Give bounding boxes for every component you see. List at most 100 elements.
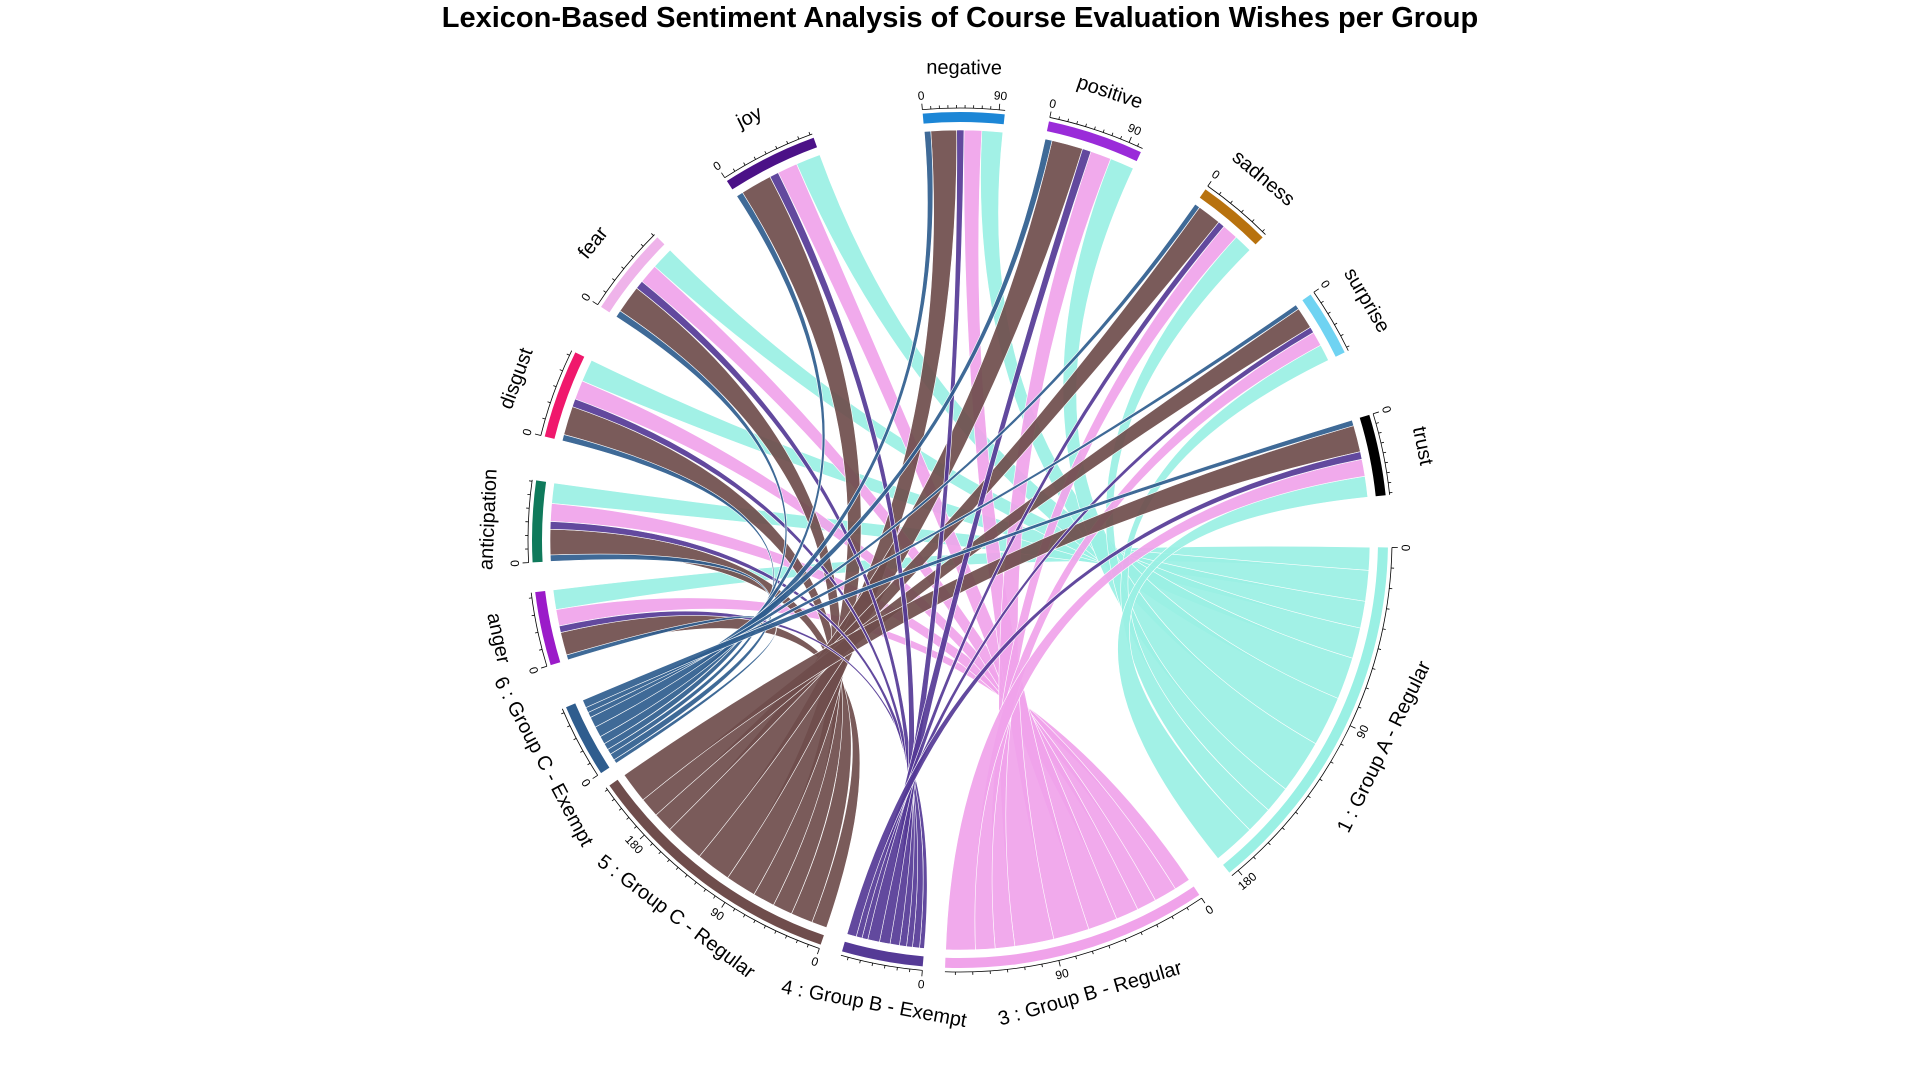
group-axis-tick: [847, 957, 849, 961]
group-axis-tick: [1382, 628, 1386, 630]
sentiment-axis-tick: [1375, 422, 1379, 424]
sentiment-axis-line: [1207, 185, 1266, 235]
sentiment-axis-tick: [1120, 135, 1122, 140]
group-axis-tick: [1075, 956, 1077, 960]
group-axis-tick: [703, 888, 706, 892]
sentiment-label: fear: [574, 222, 613, 263]
group-axis-line: [1231, 547, 1393, 877]
sentiment-tick-label: 0: [507, 560, 521, 568]
sentiment-tick-label: 0: [1318, 277, 1333, 291]
sentiment-label: sadness: [1228, 146, 1299, 211]
sentiment-tick-label: 0: [520, 427, 535, 437]
group-axis-line: [605, 787, 820, 949]
sentiment-axis-tick: [1102, 129, 1105, 133]
group-tick-label: 90: [708, 905, 727, 924]
sentiment-axis-tick: [1340, 334, 1344, 337]
group-axis-tick: [567, 725, 571, 728]
group-tick-label: 180: [1235, 869, 1260, 893]
sentiment-axis-tick: [1094, 126, 1096, 130]
sentiment-sector-bar: [1359, 414, 1386, 497]
sentiment-sector-bar: [532, 480, 547, 563]
ribbon-layer: [549, 129, 1371, 951]
group-tick-label: 0: [1399, 544, 1413, 551]
sentiment-axis-tick: [553, 385, 557, 388]
group-axis-tick: [1092, 951, 1094, 955]
sentiment-axis-line: [724, 133, 813, 179]
group-axis-tick: [1319, 778, 1323, 782]
sentiment-label: joy: [732, 102, 766, 134]
sentiment-axis-tick: [921, 103, 923, 110]
group-tick-label: 0: [917, 977, 925, 992]
sentiment-axis-tick: [786, 140, 789, 144]
group-axis-tick: [871, 962, 874, 967]
group-axis-tick: [667, 859, 670, 863]
group-sector-bar: [566, 703, 610, 774]
group-axis-tick: [1267, 842, 1271, 846]
sentiment-axis-line: [1313, 291, 1349, 351]
sentiment-label: disgust: [495, 345, 537, 412]
group-axis-tick: [604, 789, 608, 792]
group-tick-label: 0: [578, 776, 594, 789]
group-axis-line: [840, 954, 923, 971]
group-axis-tick: [1295, 811, 1299, 815]
group-axis-tick: [580, 750, 584, 753]
sentiment-axis-line: [922, 107, 1006, 111]
group-axis-tick: [611, 798, 615, 802]
group-axis-tick: [634, 826, 637, 829]
sentiment-axis-line: [597, 234, 655, 305]
sentiment-axis-tick: [1378, 432, 1382, 434]
sentiment-sector-bar: [601, 237, 665, 313]
sentiment-axis-tick: [721, 172, 726, 178]
group-axis-tick: [1365, 687, 1369, 690]
sentiment-axis-tick: [621, 266, 625, 270]
group-sector-bar: [842, 941, 924, 967]
group-axis-line: [944, 897, 1202, 973]
sentiment-axis-tick: [743, 162, 746, 166]
group-axis-tick: [1171, 916, 1174, 920]
sentiment-sector: 0 anticipation: [475, 468, 547, 570]
sentiment-axis-tick: [753, 156, 756, 160]
group-tick-label: 90: [1354, 722, 1373, 740]
sentiment-tick-label: 0: [1379, 404, 1394, 415]
group-axis-tick: [618, 808, 622, 811]
sentiment-axis-tick: [1207, 180, 1212, 187]
sentiment-axis-tick: [1380, 441, 1384, 444]
group-axis-tick: [1253, 856, 1256, 860]
sentiment-axis-tick: [797, 136, 800, 140]
sentiment-axis-tick: [640, 243, 644, 247]
group-axis-tick: [1124, 939, 1127, 943]
group-axis-line: [561, 708, 599, 776]
group-axis-tick: [1340, 743, 1344, 746]
group-axis-tick: [639, 834, 645, 840]
sentiment-axis-tick: [541, 665, 547, 669]
sentiment-axis-tick: [1320, 300, 1324, 304]
sentiment-axis-tick: [1262, 229, 1265, 232]
group-axis-tick: [921, 970, 923, 977]
sentiment-axis-tick: [566, 353, 570, 356]
group-axis-tick: [774, 930, 777, 934]
group-axis-tick: [1140, 932, 1143, 936]
sentiment-label: negative: [926, 57, 1002, 80]
sentiment-axis-line: [1049, 117, 1143, 149]
sentiment-label: anticipation: [475, 468, 501, 570]
sentiment-axis-tick: [1076, 121, 1078, 125]
sentiment-axis-tick: [534, 631, 539, 634]
group-axis-tick: [859, 960, 861, 964]
sentiment-sector-bar: [1199, 189, 1263, 245]
sentiment-axis-tick: [603, 290, 607, 293]
group-tick-label: 0: [809, 954, 820, 970]
sentiment-sector-bar: [1046, 121, 1141, 162]
sentiment-axis-tick: [1384, 461, 1389, 464]
sentiment-axis-tick: [764, 151, 767, 155]
chord-ribbon: [582, 419, 1355, 709]
sentiment-tick-label: 90: [993, 88, 1008, 103]
sentiment-axis-tick: [1085, 123, 1087, 127]
group-axis-tick: [1201, 897, 1206, 904]
group-axis-tick: [1186, 907, 1189, 911]
sentiment-axis-tick: [547, 401, 551, 404]
group-axis-tick: [694, 881, 697, 885]
group-axis-tick: [1058, 960, 1061, 967]
group-axis-tick: [1237, 870, 1243, 876]
sentiment-label: surprise: [1339, 264, 1394, 336]
sentiment-axis-tick: [1334, 322, 1338, 325]
